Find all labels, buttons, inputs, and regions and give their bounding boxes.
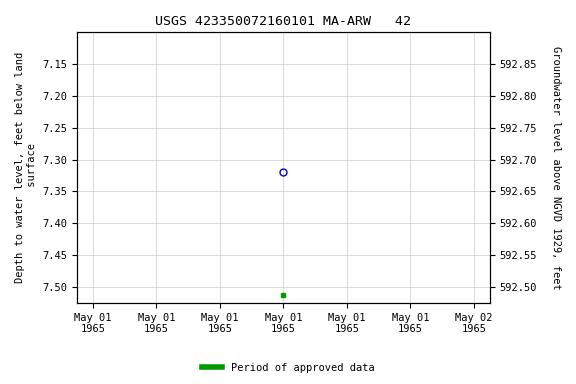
Y-axis label: Depth to water level, feet below land
 surface: Depth to water level, feet below land su… — [15, 52, 37, 283]
Legend: Period of approved data: Period of approved data — [198, 359, 378, 377]
Title: USGS 423350072160101 MA-ARW   42: USGS 423350072160101 MA-ARW 42 — [156, 15, 411, 28]
Y-axis label: Groundwater level above NGVD 1929, feet: Groundwater level above NGVD 1929, feet — [551, 46, 561, 290]
